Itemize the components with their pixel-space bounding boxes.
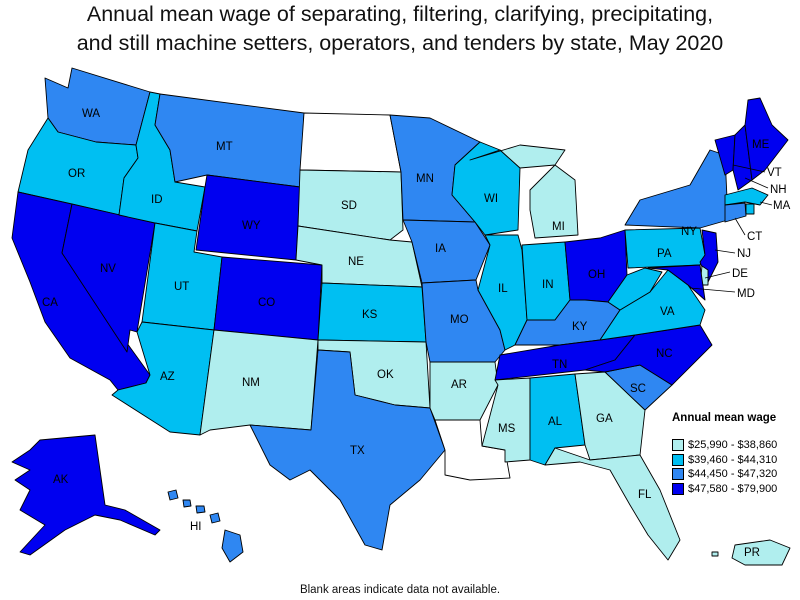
map-title-line-2: and still machine setters, operators, an…	[76, 31, 724, 55]
legend-item: $25,990 - $38,860	[672, 438, 798, 453]
legend-label: $25,990 - $38,860	[688, 439, 778, 452]
legend-item: $39,460 - $44,310	[672, 453, 798, 468]
legend-swatch	[672, 439, 684, 452]
label-KS: KS	[362, 309, 378, 321]
label-SC: SC	[630, 383, 646, 395]
label-CO: CO	[258, 297, 275, 309]
state-PR[interactable]	[731, 539, 791, 566]
state-TX[interactable]	[249, 349, 446, 551]
label-TX: TX	[350, 445, 365, 457]
label-GA: GA	[596, 413, 613, 425]
label-IL: IL	[498, 283, 508, 295]
state-SD[interactable]	[297, 169, 404, 241]
label-HI: HI	[190, 521, 202, 533]
label-MT: MT	[216, 141, 233, 153]
label-AK: AK	[53, 474, 69, 486]
label-OK: OK	[377, 369, 394, 381]
callout-line-ct	[734, 217, 746, 236]
legend-label: $44,450 - $47,320	[688, 468, 778, 481]
label-PA: PA	[657, 248, 672, 260]
state-ME[interactable]	[744, 97, 789, 181]
label-MS: MS	[498, 423, 516, 435]
state-HI[interactable]	[167, 489, 244, 563]
state-WV[interactable]	[607, 267, 663, 311]
map-legend: Annual mean wage $25,990 - $38,860 $39,4…	[672, 412, 798, 496]
label-OH: OH	[588, 269, 605, 281]
label-PR: PR	[744, 547, 760, 559]
label-DE: DE	[732, 268, 748, 280]
state-NH[interactable]	[732, 124, 753, 191]
label-KY: KY	[572, 321, 588, 333]
state-LA[interactable]	[434, 419, 511, 481]
label-NY: NY	[681, 226, 697, 238]
map-title-line-1: Annual mean wage of separating, filterin…	[86, 2, 714, 26]
legend-swatch	[672, 453, 684, 466]
callout-line-vt	[732, 164, 766, 173]
label-CA: CA	[42, 297, 58, 309]
label-TN: TN	[552, 359, 567, 371]
legend-swatch	[672, 482, 684, 495]
map-title: Annual mean wage of separating, filterin…	[0, 0, 800, 58]
label-WA: WA	[82, 108, 100, 120]
label-NJ: NJ	[737, 248, 751, 260]
label-NC: NC	[656, 348, 673, 360]
callout-line-ma	[759, 201, 773, 206]
legend-swatch	[672, 468, 684, 481]
label-NH: NH	[770, 184, 787, 196]
state-IL[interactable]	[477, 234, 528, 351]
label-ID: ID	[151, 194, 163, 206]
label-CT: CT	[747, 231, 762, 243]
label-AR: AR	[451, 379, 467, 391]
label-MI: MI	[552, 221, 565, 233]
state-MD[interactable]	[647, 264, 706, 301]
state-FL[interactable]	[544, 447, 681, 561]
callout-line-nj	[714, 249, 736, 254]
callout-line-nh	[744, 177, 769, 189]
label-AL: AL	[548, 416, 563, 428]
legend-item: $47,580 - $79,900	[672, 482, 798, 497]
state-ND[interactable]	[299, 112, 402, 173]
legend-title: Annual mean wage	[672, 412, 777, 424]
legend-label: $47,580 - $79,900	[688, 482, 778, 495]
label-OR: OR	[68, 168, 85, 180]
label-VT: VT	[767, 167, 782, 179]
state-AK[interactable]	[11, 434, 161, 556]
legend-item: $44,450 - $47,320	[672, 467, 798, 482]
label-UT: UT	[174, 281, 189, 293]
state-CT[interactable]	[724, 202, 747, 223]
label-VA: VA	[660, 306, 675, 318]
pr-islet	[711, 551, 719, 557]
state-NY[interactable]	[624, 149, 729, 229]
label-NM: NM	[242, 377, 260, 389]
label-FL: FL	[638, 489, 652, 501]
callout-line-de	[704, 271, 731, 279]
label-MO: MO	[450, 314, 469, 326]
label-MD: MD	[737, 288, 755, 300]
state-AR[interactable]	[429, 361, 499, 421]
label-ME: ME	[752, 139, 770, 151]
label-SD: SD	[341, 200, 357, 212]
state-VA[interactable]	[599, 269, 706, 341]
label-NE: NE	[348, 256, 364, 268]
state-RI[interactable]	[745, 203, 755, 215]
label-NV: NV	[100, 263, 116, 275]
label-MA: MA	[773, 200, 791, 212]
state-WI[interactable]	[451, 141, 521, 236]
callout-line-md	[689, 287, 736, 293]
legend-label: $39,460 - $44,310	[688, 453, 778, 466]
label-WY: WY	[242, 220, 261, 232]
label-IA: IA	[435, 243, 446, 255]
label-AZ: AZ	[160, 371, 175, 383]
label-WI: WI	[484, 193, 498, 205]
label-MN: MN	[416, 173, 434, 185]
state-WY[interactable]	[195, 174, 301, 261]
footnote: Blank areas indicate data not available.	[299, 584, 501, 596]
label-IN: IN	[542, 279, 554, 291]
state-MI[interactable]	[469, 144, 579, 239]
